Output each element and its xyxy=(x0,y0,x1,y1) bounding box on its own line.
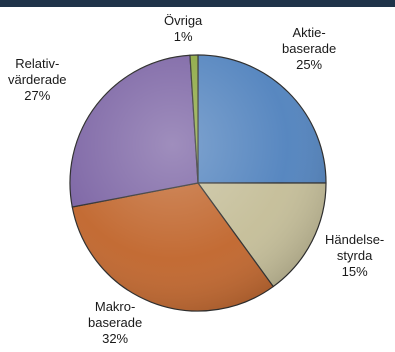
slice-label-line: Aktie- xyxy=(292,25,326,40)
slice-label-relativvarderade: Relativ- värderade 27% xyxy=(8,56,67,104)
slice-label-line: värderade xyxy=(8,72,67,87)
slice-label-aktiebaserade: Aktie- baserade 25% xyxy=(282,25,336,73)
header-bar xyxy=(0,0,395,7)
slice-label-ovriga: Övriga 1% xyxy=(164,13,202,45)
slice-label-makrobaserade: Makro- baserade 32% xyxy=(88,299,142,347)
slice-percentage: 15% xyxy=(341,264,368,279)
slice-percentage: 25% xyxy=(296,57,323,72)
slice-percentage: 32% xyxy=(102,331,129,346)
slice-percentage: 27% xyxy=(24,88,51,103)
slice-label-handelsestyrda: Händelse- styrda 15% xyxy=(325,232,384,280)
slice-label-line: Makro- xyxy=(94,299,136,314)
slice-label-line: Relativ- xyxy=(15,56,60,71)
pie-slices xyxy=(69,54,327,312)
slice-label-line: styrda xyxy=(336,248,373,263)
slice-label-line: Övriga xyxy=(164,13,203,28)
slice-aktiebaserade xyxy=(197,54,327,184)
slice-label-line: baserade xyxy=(88,315,143,330)
slice-label-line: Händelse- xyxy=(325,232,385,247)
slice-percentage: 1% xyxy=(173,29,193,44)
slice-label-line: baserade xyxy=(282,41,337,56)
slice-relativvarderade xyxy=(69,54,199,208)
